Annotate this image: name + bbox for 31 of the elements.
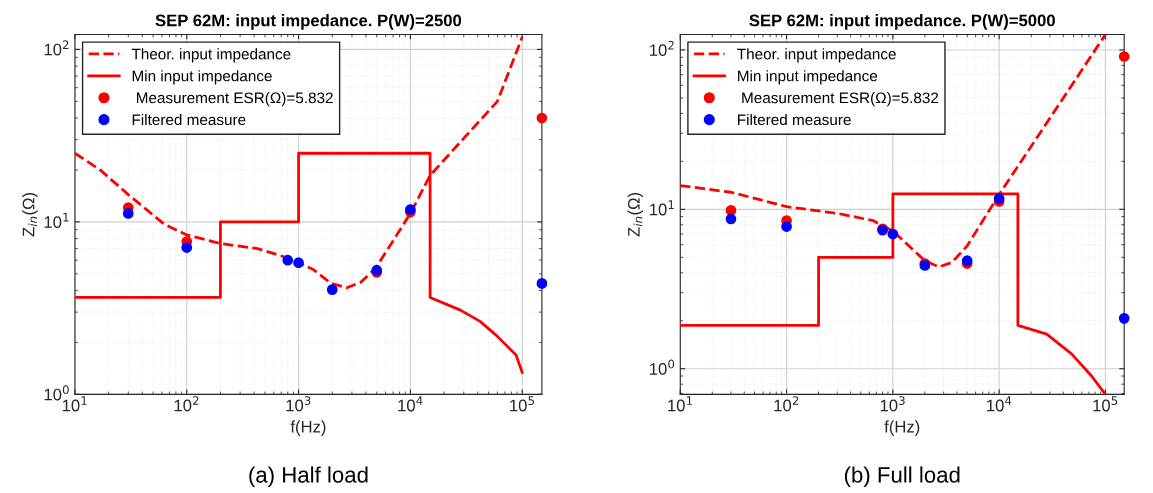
legend-label: Min input impedance — [132, 70, 272, 85]
y-axis-title: Z$_{in}$(Ω) — [627, 193, 644, 237]
y-tick-label: 10$^{0}$ — [650, 359, 675, 375]
y-tick-label: 10$^{1}$ — [44, 212, 69, 228]
x-tick-label: 10$^{3}$ — [286, 396, 311, 412]
x-tick-label: 10$^{5}$ — [1093, 396, 1118, 412]
legend-label: Theor. input impedance — [131, 48, 291, 63]
chart-title: SEP 62M: input impedance. P(W)=2500 — [155, 14, 462, 30]
legend-label: Filtered measure — [738, 113, 851, 126]
legend-label: Measurement ESR(Ω)=5.832 — [742, 92, 939, 107]
y-tick-label: 10$^{2}$ — [44, 40, 69, 56]
x-tick-label: 10$^{1}$ — [62, 396, 87, 412]
y-tick-label: 10$^{2}$ — [650, 40, 674, 57]
legend-label: Measurement ESR(Ω)=5.832 — [136, 92, 333, 107]
x-axis-title: f(Hz) — [290, 420, 326, 436]
legend-label: Filtered measure — [132, 113, 246, 126]
x-tick-label: 10$^{2}$ — [174, 396, 199, 412]
x-tick-label: 10$^{4}$ — [398, 396, 423, 412]
x-tick-label: 10$^{3}$ — [880, 396, 905, 412]
legend-label: Min input impedance — [738, 70, 878, 85]
chart-title: SEP 62M: input impedance. P(W)=5000 — [749, 14, 1055, 30]
x-tick-label: 10$^{1}$ — [668, 396, 692, 412]
text: (a) Half load — [249, 466, 368, 488]
x-axis-title: f(Hz) — [884, 420, 920, 436]
legend-label: Theor. input impedance — [737, 48, 896, 63]
text: (b) Full load — [844, 466, 960, 488]
x-tick-label: 10$^{2}$ — [774, 396, 799, 412]
y-tick-label: 10$^{1}$ — [650, 200, 674, 216]
x-tick-label: 10$^{5}$ — [510, 396, 534, 412]
x-tick-label: 10$^{4}$ — [987, 396, 1012, 412]
y-axis-title: Z$_{in}$(Ω) — [22, 193, 38, 237]
